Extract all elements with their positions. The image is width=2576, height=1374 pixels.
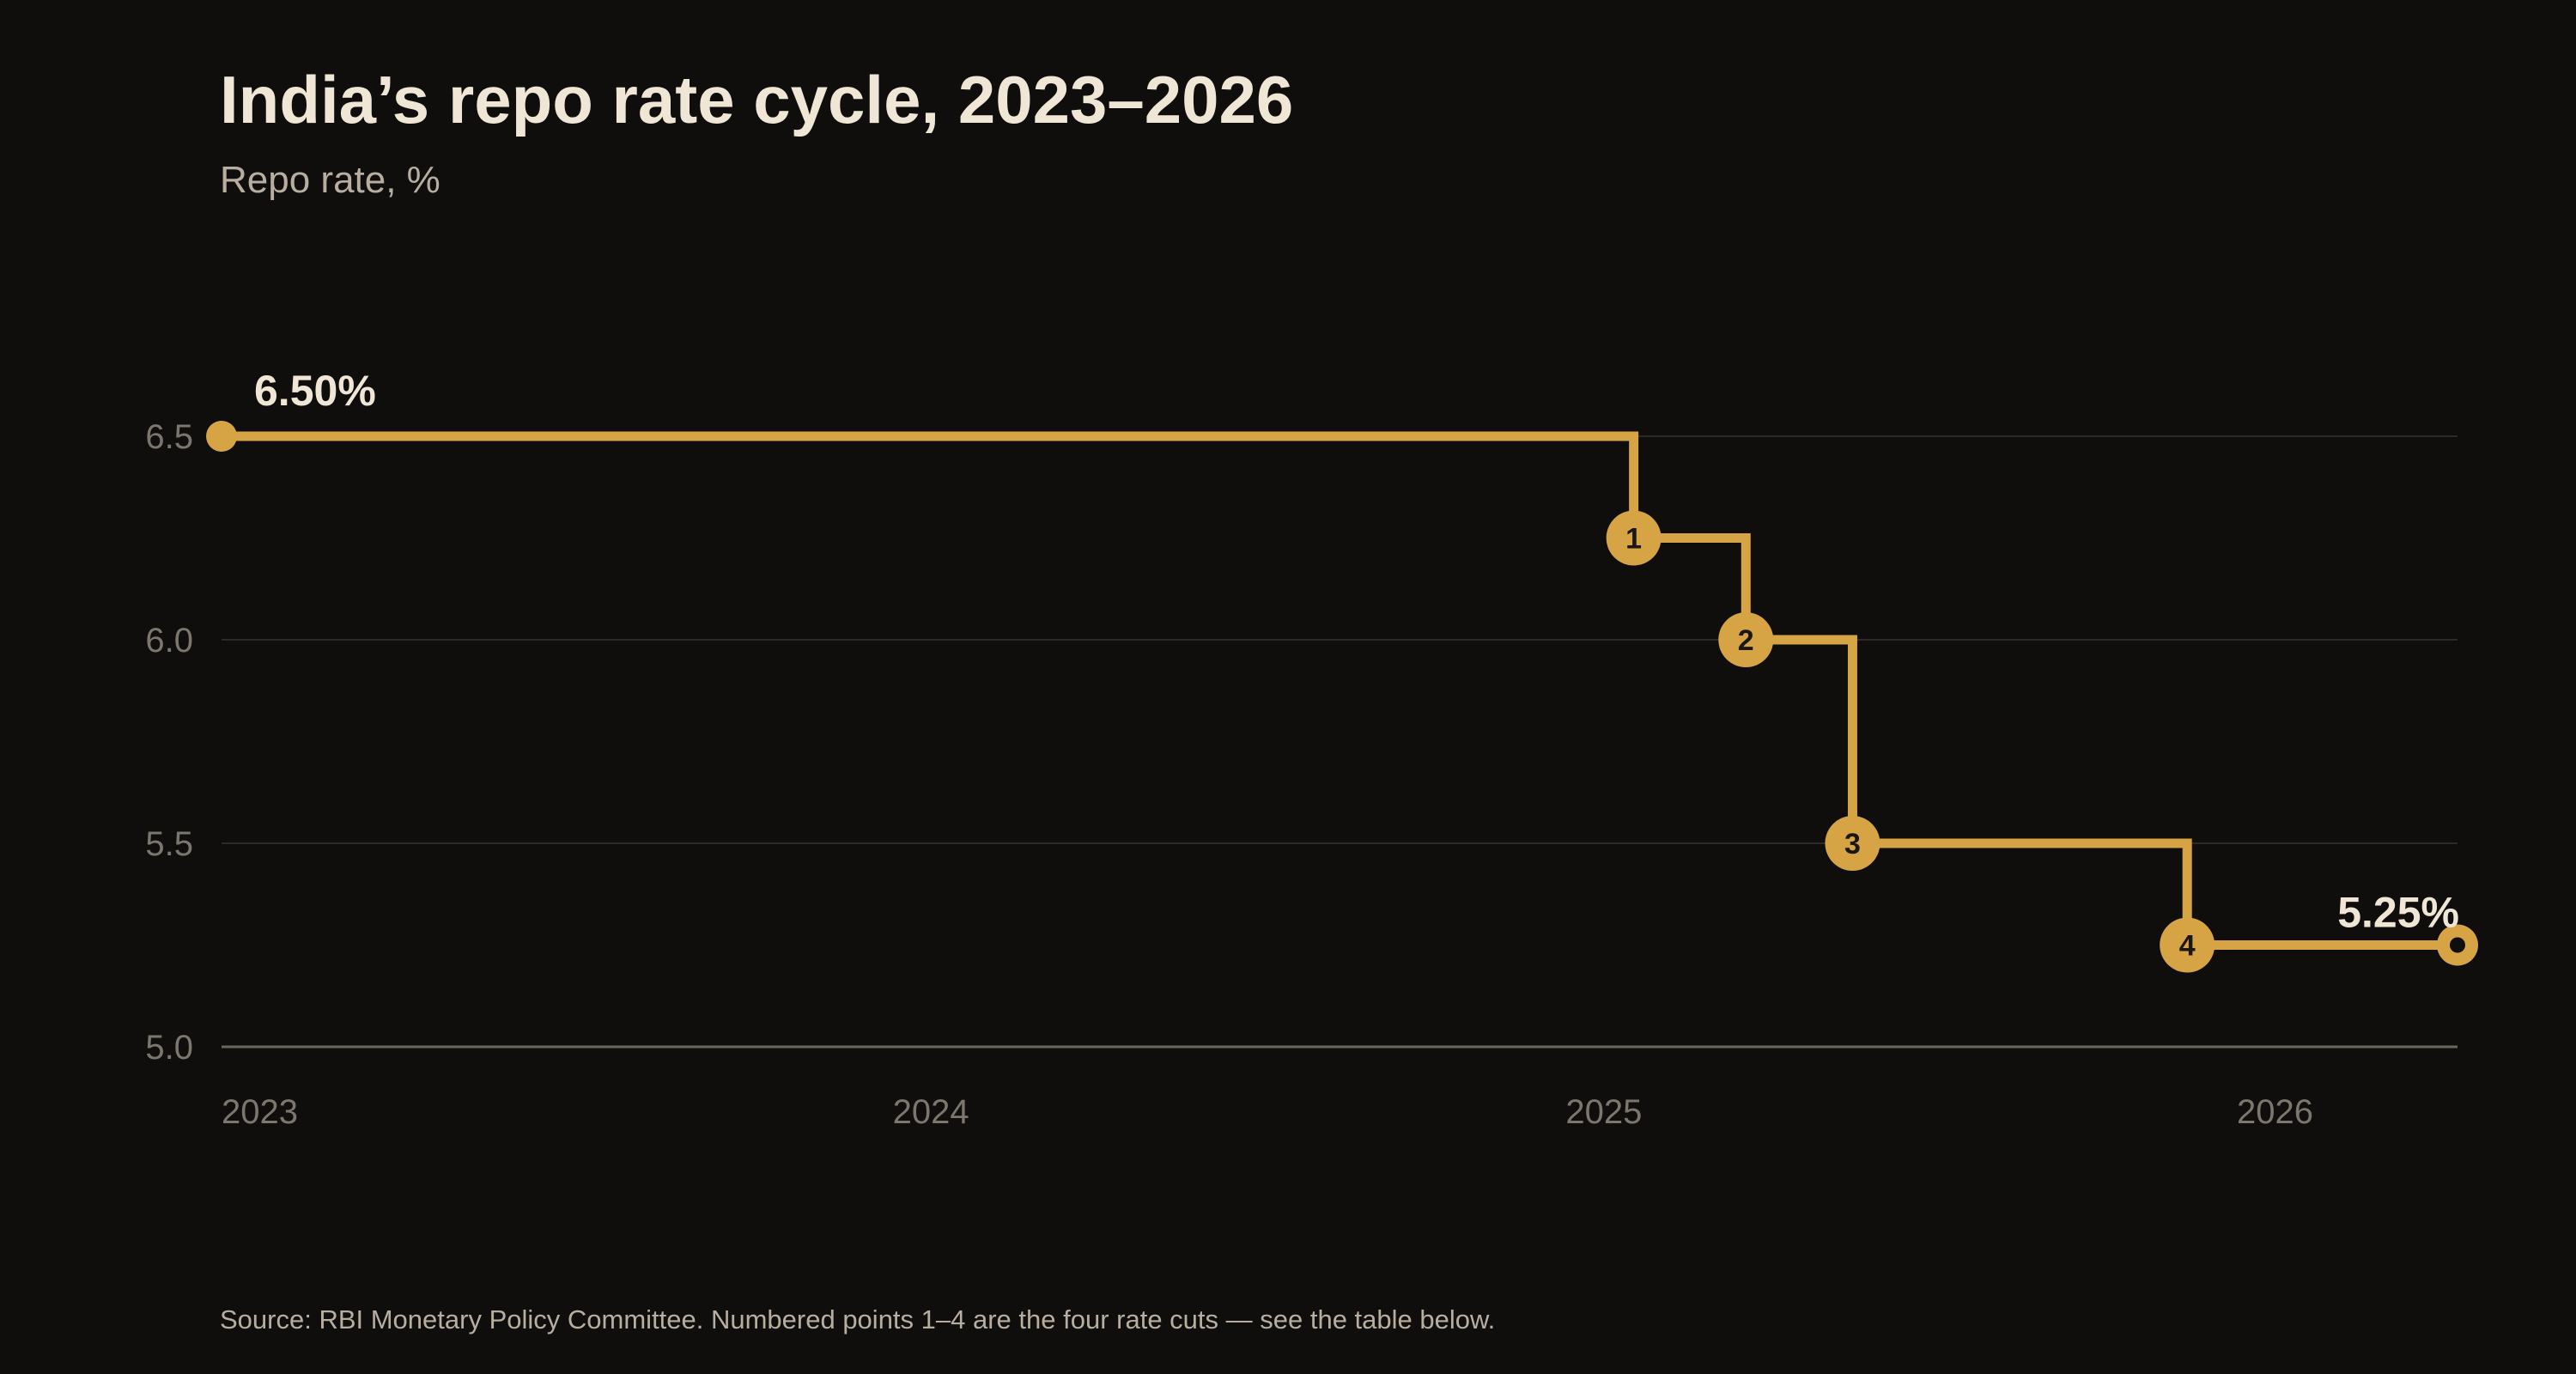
y-tick-label-1: 6.0 [145, 622, 193, 660]
x-tick-label-0: 2023 [222, 1093, 298, 1131]
cut-marker-number-3: 3 [1844, 828, 1861, 860]
cut-marker-2 [1718, 612, 1774, 667]
cut-marker-1 [1606, 510, 1662, 566]
cut-marker-number-1: 1 [1625, 523, 1642, 556]
end-labels: 6.50% 5.25% [254, 367, 2459, 937]
x-axis-ticks: 2023 2024 2025 2026 [222, 1093, 2313, 1131]
chart-title: India’s repo rate cycle, 2023–2026 [220, 62, 1293, 137]
end-value-label: 5.25% [2337, 889, 2459, 937]
cut-markers: 1 2 3 4 [206, 421, 2478, 973]
y-tick-label-0: 6.5 [145, 418, 193, 456]
y-tick-label-2: 5.5 [145, 825, 193, 863]
chart-subtitle: Repo rate, % [220, 159, 440, 201]
source-note: Source: RBI Monetary Policy Committee. N… [220, 1304, 1495, 1334]
end-point-center [2450, 937, 2465, 953]
series-layer [222, 431, 2458, 950]
y-tick-label-3: 5.0 [145, 1029, 193, 1067]
gridlines [222, 435, 2458, 1049]
y-axis-ticks: 6.5 6.0 5.5 5.0 [145, 418, 193, 1067]
cut-marker-3 [1825, 816, 1880, 871]
cut-marker-number-2: 2 [1738, 624, 1754, 657]
start-value-label: 6.50% [254, 367, 376, 415]
cut-marker-4 [2160, 917, 2215, 973]
start-point [206, 421, 237, 452]
step-line-series-0 [222, 431, 2458, 950]
cut-marker-number-4: 4 [2179, 930, 2196, 963]
x-tick-label-2: 2025 [1565, 1093, 1642, 1131]
x-tick-label-1: 2024 [893, 1093, 969, 1131]
x-tick-label-3: 2026 [2237, 1093, 2313, 1131]
